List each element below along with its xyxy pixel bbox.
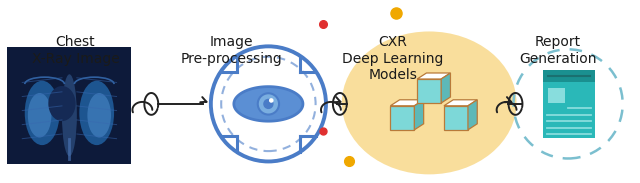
Text: Report
Generation: Report Generation xyxy=(520,36,597,66)
Polygon shape xyxy=(417,79,441,103)
Circle shape xyxy=(269,98,273,103)
Text: Chest
X-Ray Image: Chest X-Ray Image xyxy=(31,36,119,66)
FancyBboxPatch shape xyxy=(8,47,131,165)
Polygon shape xyxy=(585,70,595,80)
Polygon shape xyxy=(441,73,451,103)
Text: Image
Pre-processing: Image Pre-processing xyxy=(180,36,282,66)
Circle shape xyxy=(258,93,279,115)
Ellipse shape xyxy=(62,74,77,156)
Ellipse shape xyxy=(49,86,76,121)
FancyBboxPatch shape xyxy=(548,88,564,102)
Ellipse shape xyxy=(28,93,51,137)
Text: CXR
Deep Learning
Models: CXR Deep Learning Models xyxy=(342,36,444,82)
Polygon shape xyxy=(234,87,303,121)
Polygon shape xyxy=(444,100,477,106)
Circle shape xyxy=(263,99,273,109)
Ellipse shape xyxy=(79,81,114,145)
FancyBboxPatch shape xyxy=(543,70,595,82)
Polygon shape xyxy=(417,73,451,79)
Ellipse shape xyxy=(88,93,111,137)
Polygon shape xyxy=(390,100,424,106)
Ellipse shape xyxy=(342,31,516,174)
Polygon shape xyxy=(444,106,468,130)
Polygon shape xyxy=(414,100,424,130)
Polygon shape xyxy=(468,100,477,130)
Ellipse shape xyxy=(25,81,60,145)
Polygon shape xyxy=(390,106,414,130)
FancyBboxPatch shape xyxy=(543,70,595,138)
